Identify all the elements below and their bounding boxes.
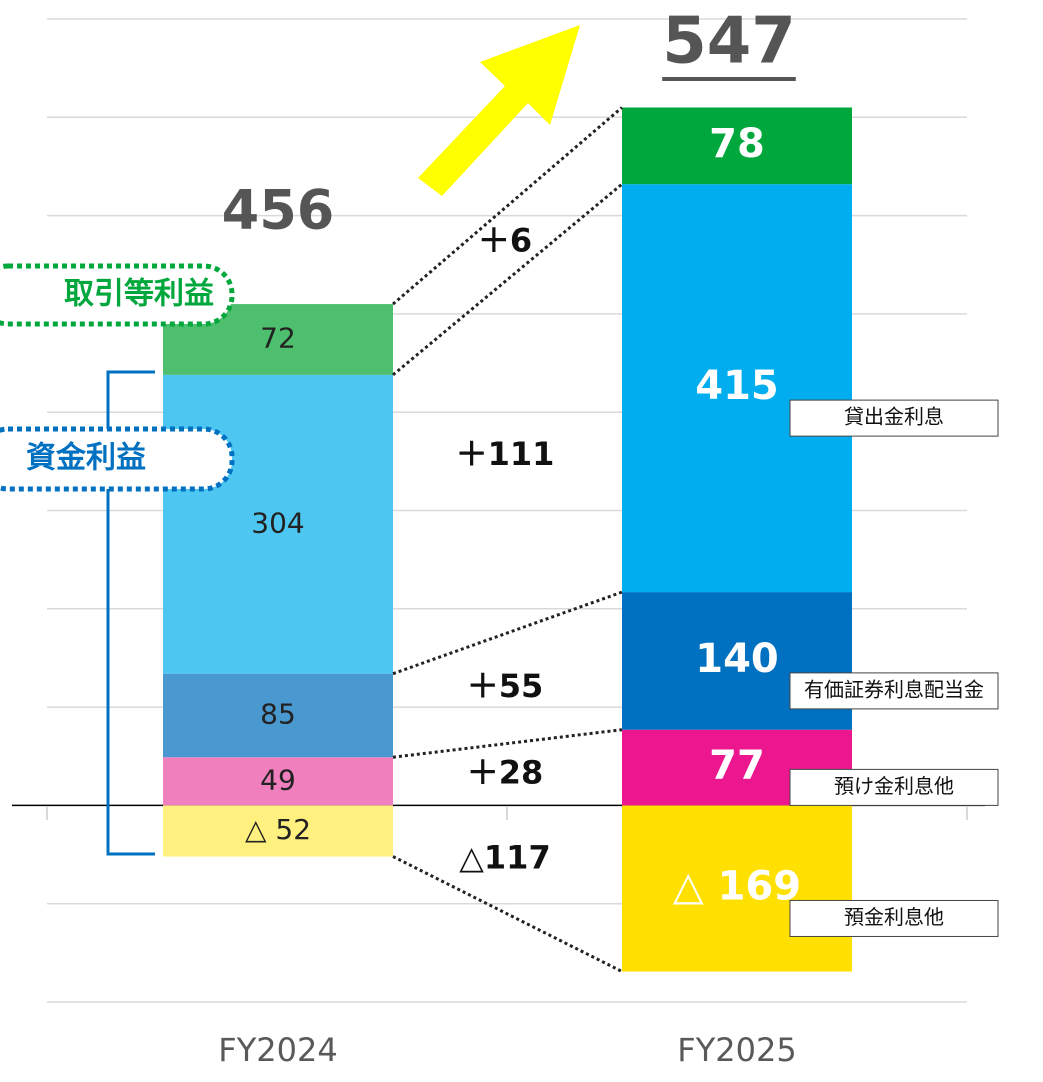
value-label: △ 169 xyxy=(673,863,801,909)
annotation: 資金利益 xyxy=(26,441,146,476)
value-label: △ 52 xyxy=(245,813,311,846)
value-label: 49 xyxy=(260,763,296,796)
value-label: 304 xyxy=(251,506,304,539)
bar-segment xyxy=(622,184,852,593)
value-label: 140 xyxy=(695,636,779,682)
bar-segment xyxy=(163,673,393,758)
change-label: ＋55 xyxy=(467,667,544,705)
series-label-box xyxy=(789,399,999,437)
value-label: 78 xyxy=(709,121,765,167)
x-tick-label: FY2024 xyxy=(218,1031,337,1069)
change-label: ＋6 xyxy=(478,222,532,260)
growth-arrow xyxy=(418,25,580,196)
series-label: 預金利息他 xyxy=(844,905,944,929)
value-label: 415 xyxy=(695,363,779,409)
bar-segment xyxy=(622,107,852,185)
total-label: 547 xyxy=(662,5,796,79)
series-label-box xyxy=(789,768,999,806)
change-label: △117 xyxy=(459,839,550,877)
total-label: 456 xyxy=(222,179,335,242)
series-label: 有価証券利息配当金 xyxy=(804,677,984,701)
connector xyxy=(392,182,623,376)
change-label: ＋28 xyxy=(467,753,544,791)
value-label: 85 xyxy=(260,697,296,730)
value-label: 72 xyxy=(260,321,296,354)
series-label: 貸出金利息 xyxy=(844,405,944,429)
bracket xyxy=(106,370,155,856)
series-label-box xyxy=(789,899,999,937)
bubble xyxy=(0,263,235,327)
connector xyxy=(392,106,623,306)
connector xyxy=(392,590,623,676)
bar-segment xyxy=(163,374,393,674)
value-label: 77 xyxy=(709,743,765,789)
x-tick-label: FY2025 xyxy=(677,1031,796,1069)
bar-segment xyxy=(622,805,852,972)
series-label: 取引等利益 xyxy=(64,277,214,312)
labels: FY2024 △ 52 49 85 304 72 456 FY2025 △ 169 77 140 41… xyxy=(218,5,999,1069)
bar-segment xyxy=(163,805,393,857)
series-label: 預け金利息他 xyxy=(834,774,954,798)
connector xyxy=(392,728,623,759)
change-label: ＋111 xyxy=(456,435,555,473)
series-label-box xyxy=(789,672,999,710)
connector xyxy=(392,855,623,973)
bar-segment xyxy=(163,757,393,806)
bubble xyxy=(0,426,235,492)
